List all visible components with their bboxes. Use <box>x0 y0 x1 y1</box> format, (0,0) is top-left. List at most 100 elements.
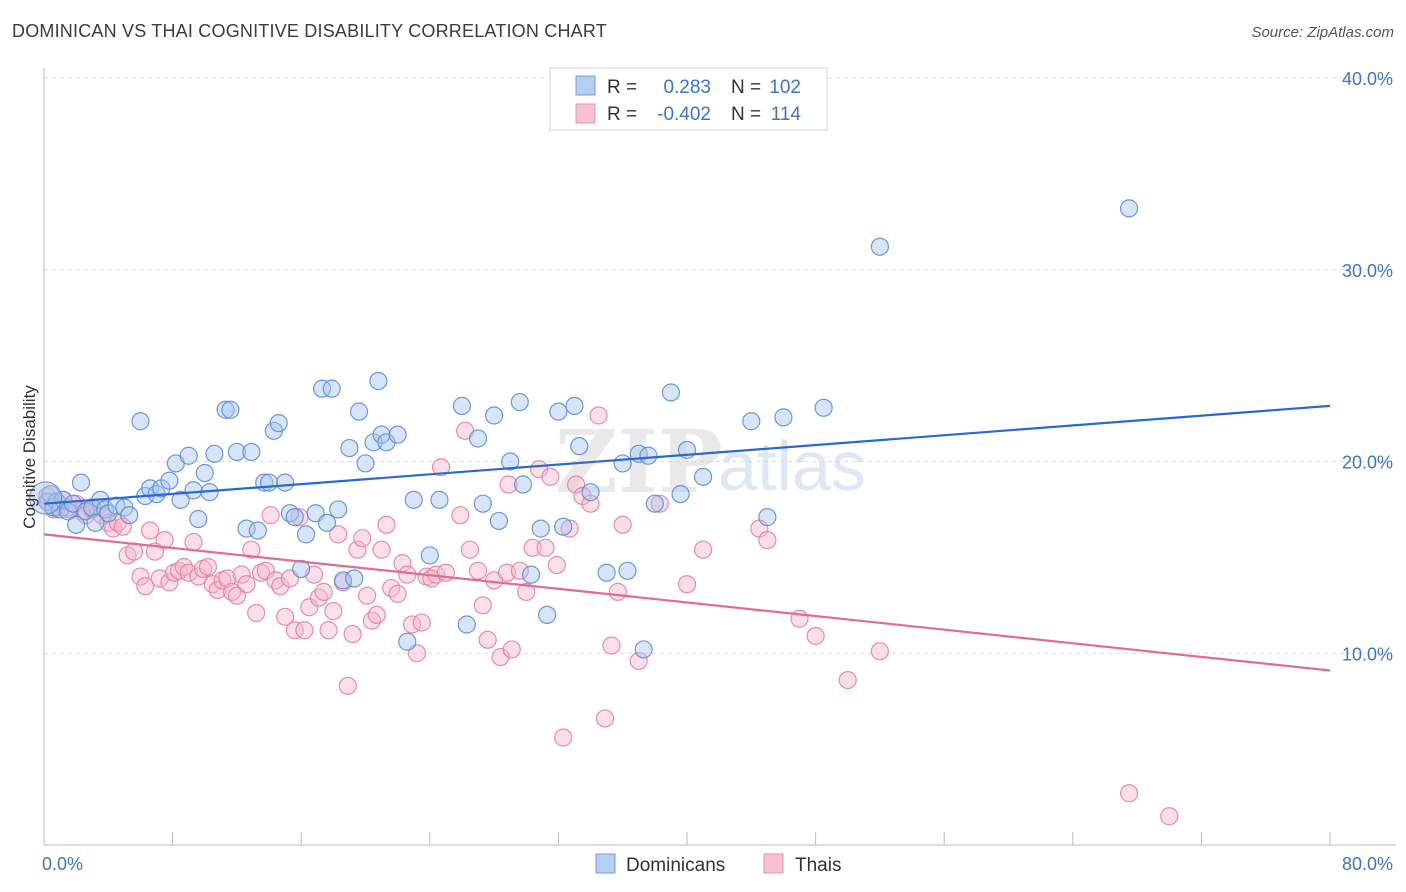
thais-point <box>242 540 261 559</box>
dominicans-point <box>468 429 488 448</box>
thais-point <box>136 577 155 596</box>
legend-r-value-1: 0.283 <box>663 77 711 98</box>
thais-point <box>566 475 586 494</box>
dominicans-point <box>742 412 761 431</box>
dominicans-point <box>814 398 833 417</box>
legend-n-value-1: 102 <box>769 77 801 98</box>
dominicans-point <box>661 383 681 402</box>
thais-point <box>362 611 382 630</box>
dominicans-point <box>269 414 288 433</box>
thais-point <box>377 515 396 534</box>
thais-point <box>629 651 648 671</box>
thais-point <box>261 506 280 525</box>
thais-point <box>560 519 579 538</box>
axes <box>43 68 1396 846</box>
dominicans-point <box>613 454 632 473</box>
legend-n-label-1: N = <box>731 77 761 98</box>
dominicans-point <box>457 615 476 634</box>
thais-point <box>677 575 697 594</box>
thais-point <box>468 561 488 580</box>
x-ticks <box>43 832 1331 845</box>
bottom-legend-dominicans: Dominicans <box>626 855 725 876</box>
thais-point <box>276 607 295 626</box>
legend-r-label-1: R = <box>607 77 637 98</box>
thais-point <box>608 582 627 601</box>
dominicans-point <box>618 561 637 580</box>
dominicans-point <box>398 632 417 651</box>
thais-point <box>541 467 560 486</box>
dominicans-points <box>29 199 1139 659</box>
dominicans-point <box>473 494 492 513</box>
thais-point <box>517 582 536 601</box>
dominicans-point <box>671 484 690 504</box>
dominicans-point <box>221 400 240 419</box>
thais-point <box>1160 807 1179 826</box>
dominicans-point <box>349 402 369 421</box>
x-tick-label-max: 80.0% <box>1342 854 1393 874</box>
dominicans-point <box>205 444 224 463</box>
dominicans-point <box>340 438 359 458</box>
thais-point <box>155 531 174 550</box>
thais-point <box>367 605 386 625</box>
series-legend: Dominicans Thais <box>595 853 841 876</box>
thais-point <box>502 640 521 659</box>
dominicans-point <box>216 400 235 419</box>
thais-point <box>247 603 266 623</box>
thais-point <box>179 563 198 582</box>
dominicans-point <box>420 546 439 565</box>
thais-point <box>266 571 285 590</box>
source-label: Source: ZipAtlas.com <box>1251 24 1394 41</box>
dominicans-point <box>276 473 295 492</box>
thais-point <box>232 565 251 584</box>
watermark-atlas: atlas <box>718 427 866 505</box>
dominicans-point <box>184 481 203 500</box>
dominicans-point <box>489 511 509 531</box>
chart-title: DOMINICAN VS THAI COGNITIVE DISABILITY C… <box>12 21 607 41</box>
dominicans-point <box>120 506 139 525</box>
thais-point <box>693 540 713 559</box>
thais-point <box>256 561 275 580</box>
thais-point <box>870 642 890 661</box>
thais-point <box>295 621 314 640</box>
dominicans-point <box>758 508 777 527</box>
thais-point <box>140 521 160 540</box>
x-tick-label-min: 0.0% <box>42 854 83 874</box>
dominicans-point <box>248 521 267 540</box>
watermark: ZIP atlas <box>555 412 866 513</box>
thais-trend-line <box>43 533 1331 672</box>
dominicans-point <box>774 408 793 427</box>
thais-point <box>131 567 150 586</box>
dominicans-point <box>1119 199 1139 218</box>
thais-point <box>547 555 566 575</box>
dominicans-point <box>430 490 449 509</box>
thais-point <box>431 458 451 477</box>
thais-point <box>510 561 529 580</box>
thais-point <box>473 596 492 615</box>
dominicans-point <box>345 569 364 588</box>
legend-swatch-thais <box>575 103 596 124</box>
y-axis-label: Cognitive Disability <box>20 385 39 529</box>
dominicans-point <box>485 406 504 425</box>
y-tick-label: 30.0% <box>1342 261 1393 281</box>
y-tick-label: 10.0% <box>1342 644 1393 664</box>
thais-point <box>358 586 377 605</box>
thais-point <box>285 621 304 640</box>
dominicans-point <box>179 446 198 465</box>
thais-point <box>523 538 542 557</box>
thais-point <box>758 531 777 550</box>
thais-point <box>613 515 632 534</box>
thais-point <box>478 630 497 649</box>
dominicans-point <box>388 425 407 444</box>
dominicans-point <box>317 513 337 532</box>
dominicans-point <box>570 437 589 456</box>
dominicans-point <box>329 500 348 519</box>
thais-point <box>174 557 193 577</box>
dominicans-point <box>296 525 316 544</box>
dominicans-point <box>693 467 713 486</box>
dominicans-point <box>356 454 375 473</box>
thais-point <box>314 582 333 601</box>
thais-point <box>343 624 362 644</box>
dominicans-point <box>404 490 423 509</box>
thais-point <box>554 728 573 747</box>
thais-point <box>113 517 132 536</box>
